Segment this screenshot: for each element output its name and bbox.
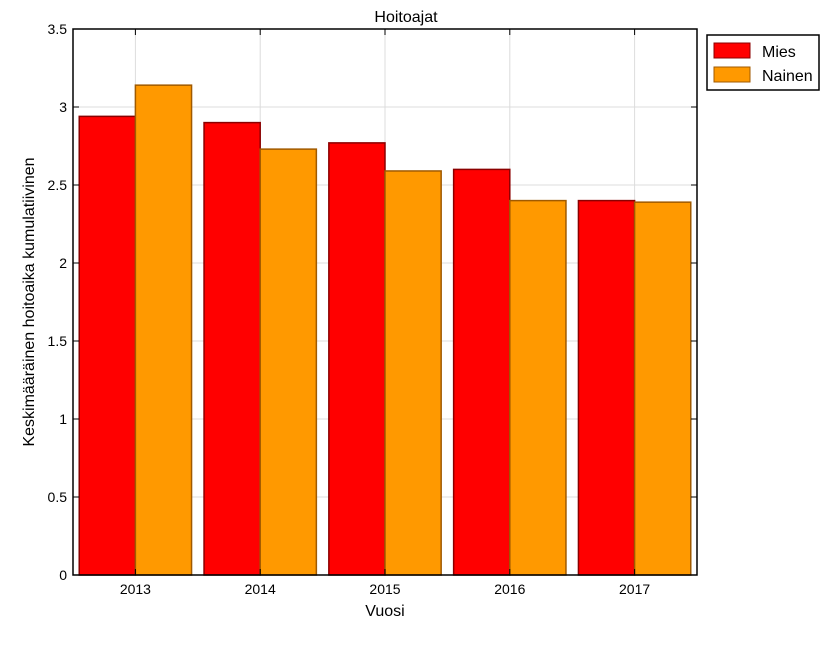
x-tick-label: 2014: [245, 581, 276, 597]
x-tick-label: 2013: [120, 581, 151, 597]
bar-nainen-2017: [633, 201, 692, 576]
axis-ticks: 0 0.5 1 1.5 2 2.5 3 3.5 2013 2014 2015 2016 2017: [48, 21, 697, 597]
bar-nainen-2015: [384, 170, 442, 576]
y-tick-label: 1.5: [48, 333, 68, 349]
bar-nainen-2016: [509, 199, 567, 576]
bars: [78, 84, 692, 576]
bar-mies-2017: [577, 199, 636, 576]
legend-label-nainen: Nainen: [762, 68, 813, 85]
y-tick-label: 1: [59, 411, 67, 427]
y-tick-label: 0: [59, 567, 67, 583]
legend-label-mies: Mies: [762, 44, 796, 61]
x-axis-title: Vuosi: [365, 603, 404, 620]
y-tick-label: 2: [59, 255, 67, 271]
x-tick-label: 2016: [494, 581, 525, 597]
bar-mies-2013: [78, 115, 137, 576]
bar-nainen-2014: [259, 148, 318, 576]
bar-nainen-2013: [134, 84, 193, 576]
legend-swatch-nainen: [713, 66, 751, 83]
y-axis-title: Keskimääräinen hoitoaika kumulatiivinen: [21, 157, 38, 446]
x-tick-label: 2015: [369, 581, 400, 597]
y-tick-label: 3.5: [48, 21, 68, 37]
bar-mies-2016: [452, 168, 511, 576]
bar-mies-2014: [203, 121, 261, 576]
y-tick-label: 0.5: [48, 489, 68, 505]
y-tick-label: 3: [59, 99, 67, 115]
legend-swatch-mies: [713, 42, 751, 59]
bar-mies-2015: [328, 142, 386, 576]
y-tick-label: 2.5: [48, 177, 68, 193]
legend: Mies Nainen: [706, 34, 820, 91]
chart-title: Hoitoajat: [374, 9, 438, 26]
x-tick-label: 2017: [619, 581, 650, 597]
